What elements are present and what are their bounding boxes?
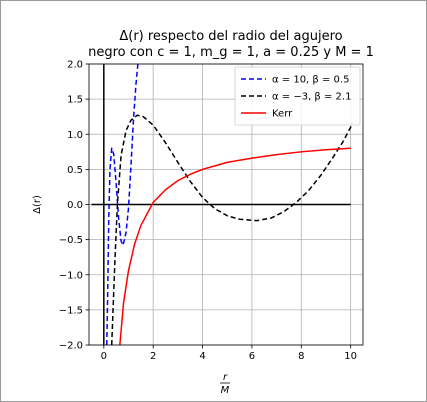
ticks: 0 2 4 6 8 10 −2.0 −1.5 −1.0 −0.5 0.0 0.5 1.0 1.5 2.0 bbox=[59, 60, 357, 363]
y-tick-label: −1.5 bbox=[59, 305, 83, 316]
x-axis-label-numerator: r bbox=[223, 372, 228, 383]
series-line-2 bbox=[110, 114, 353, 345]
x-tick-label: 4 bbox=[199, 351, 205, 362]
legend-label-1: α = 10, β = 0.5 bbox=[272, 75, 349, 86]
x-tick-label: 0 bbox=[101, 351, 107, 362]
y-tick-label: 2.0 bbox=[67, 60, 83, 71]
y-tick-label: 1.0 bbox=[67, 130, 83, 141]
series-layer bbox=[106, 64, 353, 345]
x-tick-label: 10 bbox=[344, 351, 357, 362]
legend-box bbox=[234, 66, 361, 126]
legend-label-3: Kerr bbox=[272, 109, 293, 120]
y-tick-label: −2.0 bbox=[59, 341, 83, 352]
reference-lines bbox=[91, 64, 351, 345]
y-tick-label: 0.0 bbox=[67, 200, 83, 211]
y-tick-label: −1.0 bbox=[59, 270, 83, 281]
x-tick-label: 2 bbox=[150, 351, 156, 362]
chart-title-line1: Δ(r) respecto del radio del agujero bbox=[119, 29, 342, 44]
x-tick-label: 6 bbox=[249, 351, 255, 362]
y-tick-label: 0.5 bbox=[67, 165, 83, 176]
x-axis-label-denominator: M bbox=[221, 385, 230, 396]
y-tick-label: −0.5 bbox=[59, 235, 83, 246]
series-line-3 bbox=[119, 147, 351, 345]
legend: α = 10, β = 0.5 α = −3, β = 2.1 Kerr bbox=[234, 66, 361, 126]
y-axis-label: Δ(r) bbox=[32, 195, 43, 214]
legend-label-2: α = −3, β = 2.1 bbox=[272, 92, 351, 103]
y-tick-label: 1.5 bbox=[67, 95, 83, 106]
x-tick-label: 8 bbox=[298, 351, 304, 362]
x-axis-label: r M bbox=[220, 372, 230, 396]
chart-title-line2: negro con c = 1, m_g = 1, a = 0.25 y M =… bbox=[88, 45, 374, 60]
